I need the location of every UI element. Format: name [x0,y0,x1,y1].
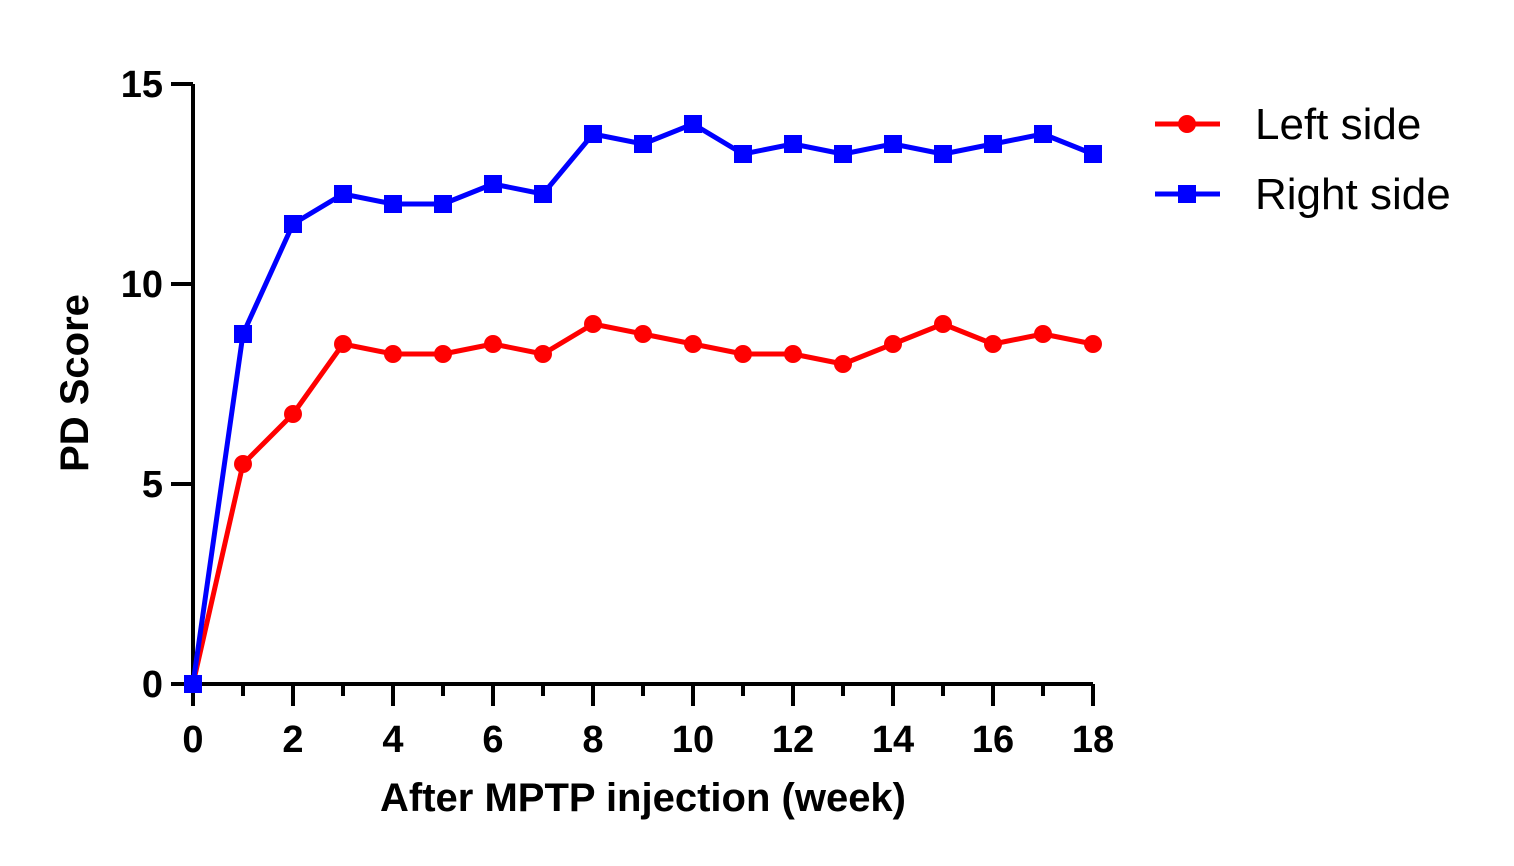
x-tick-label: 0 [182,719,203,761]
data-point [434,345,452,363]
data-point [384,345,402,363]
data-point [834,145,852,163]
legend-marker [1178,185,1196,203]
data-point [284,215,302,233]
data-point [784,135,802,153]
x-tick-label: 4 [382,719,403,761]
data-point [384,195,402,213]
data-point [334,185,352,203]
data-point [534,185,552,203]
x-tick-label: 2 [282,719,303,761]
data-point [234,325,252,343]
y-tick-label: 0 [142,664,163,706]
data-point [1084,335,1102,353]
ticks: 0 5 10 15 0 2 4 6 8 10 12 14 16 18 [121,64,1114,761]
legend-item: Left side [1155,100,1421,149]
data-point [984,335,1002,353]
x-tick-label: 16 [972,719,1014,761]
y-tick-label: 5 [142,464,163,506]
series-0 [184,315,1102,693]
data-point [984,135,1002,153]
data-point [1034,125,1052,143]
data-point [284,405,302,423]
data-point [1034,325,1052,343]
data-point [484,335,502,353]
x-tick-label: 6 [482,719,503,761]
data-point [184,675,202,693]
data-point [934,145,952,163]
data-point [434,195,452,213]
x-tick-label: 18 [1072,719,1114,761]
data-point [884,135,902,153]
data-point [734,345,752,363]
data-point [334,335,352,353]
data-point [784,345,802,363]
x-tick-label: 14 [872,719,914,761]
legend-label: Left side [1255,100,1421,149]
data-point [734,145,752,163]
axes [191,84,1093,686]
legend: Left side Right side [1155,100,1451,219]
data-point [834,355,852,373]
legend-label: Right side [1255,170,1451,219]
legend-item: Right side [1155,170,1451,219]
x-tick-label: 8 [582,719,603,761]
series-line [190,321,1094,685]
legend-marker [1178,115,1196,133]
data-point [634,325,652,343]
y-tick-label: 15 [121,64,163,106]
data-point [634,135,652,153]
data-point [584,315,602,333]
data-point [934,315,952,333]
y-tick-label: 10 [121,264,163,306]
data-point [484,175,502,193]
x-axis-title: After MPTP injection (week) [380,776,906,820]
data-point [234,455,252,473]
series-line [190,121,1094,685]
data-point [584,125,602,143]
data-point [684,115,702,133]
data-point [684,335,702,353]
data-point [884,335,902,353]
series-layer [184,115,1102,693]
x-tick-label: 10 [672,719,714,761]
y-axis-title: PD Score [53,294,97,472]
x-tick-label: 12 [772,719,814,761]
data-point [534,345,552,363]
series-1 [184,115,1102,693]
data-point [1084,145,1102,163]
